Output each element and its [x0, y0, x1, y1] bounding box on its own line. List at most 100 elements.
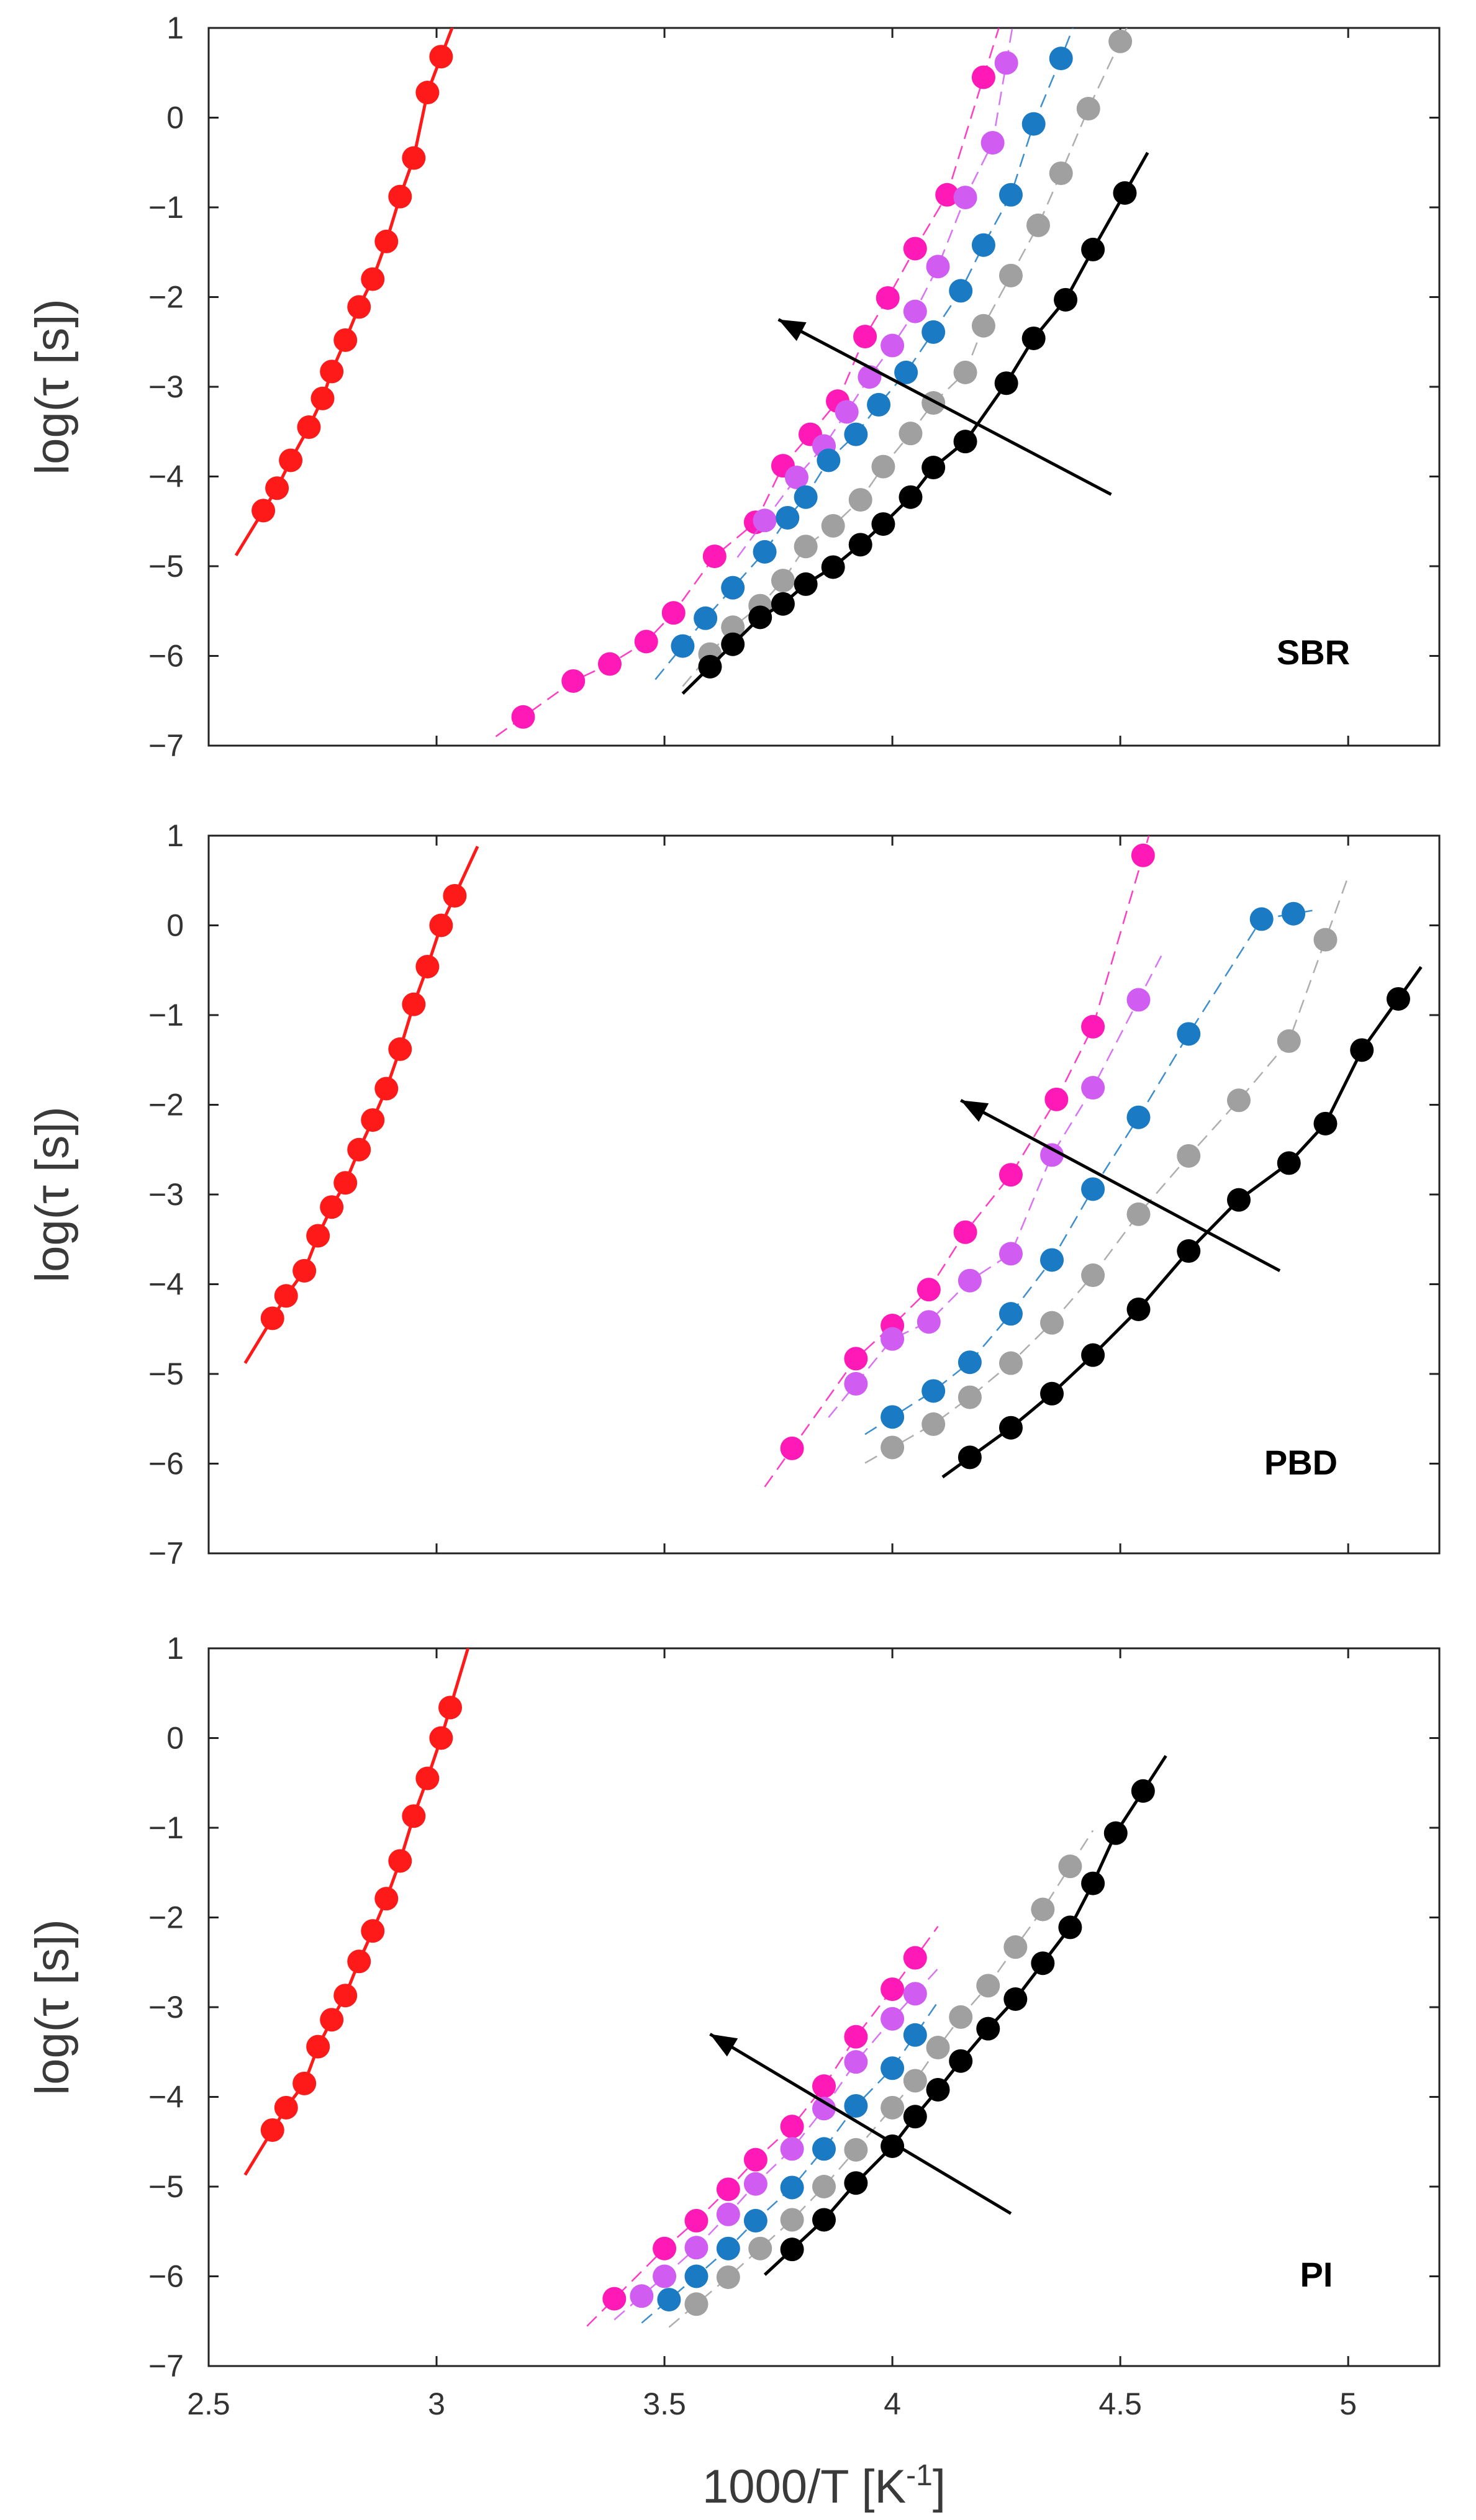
pbd-y-axis-label: log(τ [s]) [26, 1106, 79, 1282]
pbd-point-red [361, 1108, 385, 1132]
pi-point-magenta [881, 1977, 905, 2002]
pbd-point-blue [1040, 1248, 1064, 1272]
pi-point-red [333, 1984, 358, 2008]
pbd-point-gray [958, 1385, 982, 1409]
sbr-point-magenta [561, 669, 586, 693]
pi-point-violet [812, 2097, 836, 2121]
pi-point-black [1031, 1951, 1055, 1976]
sbr-point-black [953, 430, 977, 454]
sbr-y-tick-label: −4 [148, 459, 184, 494]
pbd-point-blue [1081, 1177, 1105, 1201]
pi-point-gray [844, 2138, 868, 2162]
pbd-point-red [260, 1306, 284, 1330]
sbr-point-blue [753, 540, 777, 564]
pbd-point-magenta [1081, 1014, 1105, 1039]
pbd-point-violet [1081, 1076, 1105, 1100]
pi-axes-frame [207, 1647, 1441, 2367]
pi-point-red [374, 1887, 399, 1911]
pi-point-blue [684, 2264, 709, 2288]
sbr-y-tick-label: −7 [148, 728, 184, 763]
sbr-point-red [402, 146, 426, 170]
pi-point-violet [903, 1982, 927, 2006]
sbr-plot-area [234, 28, 1149, 738]
sbr-axes-frame [207, 27, 1441, 747]
x-axis-label: 1000/T [K-1] [702, 2459, 946, 2513]
sbr-point-gray [899, 422, 923, 446]
pbd-point-violet [917, 1310, 941, 1334]
pbd-point-black [998, 1416, 1023, 1440]
sbr-y-axis-label: log(τ [s]) [26, 299, 79, 474]
pi-point-magenta [743, 2147, 767, 2172]
sbr-point-red [265, 476, 289, 500]
sbr-point-magenta [935, 183, 959, 207]
sbr-point-magenta [661, 601, 686, 625]
pbd-point-gray [921, 1412, 946, 1436]
pi-point-black [812, 2208, 836, 2232]
pi-point-black [780, 2238, 804, 2262]
pi-point-magenta [602, 2287, 627, 2311]
sbr-point-blue [817, 448, 841, 472]
x-axis-label-main: 1000/T [K [702, 2460, 906, 2513]
pi-fit-line-gray [668, 1830, 1094, 2328]
sbr-point-blue [921, 320, 946, 344]
pi-x-tick-label: 5 [1339, 2387, 1357, 2421]
sbr-y-tick-label: −2 [148, 280, 184, 315]
sbr-point-black [848, 533, 872, 557]
pbd-point-red [320, 1195, 344, 1219]
pi-point-magenta [812, 2074, 836, 2098]
pi-point-gray [716, 2265, 740, 2289]
pbd-point-gray [1040, 1311, 1064, 1335]
sbr-trend-arrow-shaft [777, 318, 1112, 496]
pbd-point-gray [1313, 928, 1338, 952]
pbd-point-red [292, 1258, 317, 1283]
pbd-point-magenta [1044, 1087, 1069, 1111]
pi-point-gray [748, 2236, 772, 2260]
pi-point-gray [1058, 1854, 1082, 1879]
sbr-point-violet [903, 299, 927, 323]
pi-y-tick-label: −5 [148, 2169, 184, 2204]
pbd-point-blue [958, 1350, 982, 1375]
pi-point-black [1131, 1779, 1155, 1803]
sbr-point-red [310, 386, 335, 410]
sbr-point-red [347, 295, 371, 319]
pi-x-tick-label: 4.5 [1098, 2387, 1142, 2421]
pbd-point-red [388, 1037, 412, 1061]
sbr-point-violet [784, 465, 808, 489]
sbr-point-magenta [702, 544, 727, 569]
pi-point-violet [684, 2236, 709, 2260]
sbr-y-tick-label: 0 [166, 101, 184, 135]
sbr-point-violet [953, 186, 977, 210]
x-axis-label-superscript: -1 [906, 2459, 933, 2492]
pi-trend-arrow-shaft [709, 2033, 1012, 2215]
pi-point-gray [949, 2005, 973, 2029]
pi-point-blue [716, 2236, 740, 2260]
pbd-point-magenta [998, 1163, 1023, 1187]
pbd-point-red [374, 1077, 399, 1101]
pbd-trend-arrow-shaft [960, 1099, 1281, 1273]
pbd-y-tick-label: −4 [148, 1267, 184, 1302]
sbr-point-red [361, 267, 385, 291]
pbd-fit-line-red [243, 846, 479, 1365]
sbr-point-gray [848, 488, 872, 512]
pbd-trend-arrow-head [961, 1100, 989, 1122]
sbr-point-gray [998, 263, 1023, 287]
sbr-point-black [821, 555, 845, 579]
sbr-y-tick-label: −3 [148, 369, 184, 404]
pbd-point-red [443, 883, 467, 908]
pbd-point-black [1313, 1111, 1338, 1136]
pbd-point-gray [881, 1435, 905, 1460]
pbd-point-black [1081, 1343, 1105, 1367]
pi-fit-line-violet [613, 1968, 939, 2321]
pi-y-tick-label: 1 [166, 1631, 184, 1666]
pi-point-blue [780, 2175, 804, 2200]
pi-point-black [926, 2077, 950, 2102]
sbr-point-red [251, 499, 276, 523]
sbr-point-blue [844, 422, 868, 446]
pi-point-gray [684, 2292, 709, 2316]
sbr-point-violet [881, 333, 905, 358]
pi-y-tick-label: −6 [148, 2259, 184, 2294]
sbr-point-blue [949, 279, 973, 303]
sbr-point-black [748, 605, 772, 630]
sbr-panel-label: SBR [1277, 633, 1350, 672]
sbr-point-magenta [971, 65, 995, 89]
